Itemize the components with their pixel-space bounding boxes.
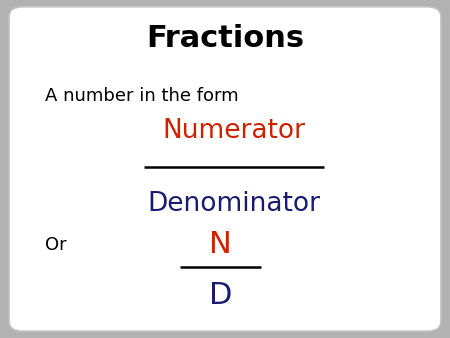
Text: Numerator: Numerator [162, 118, 306, 144]
Text: N: N [209, 230, 232, 259]
Text: Or: Or [45, 236, 67, 254]
Text: Denominator: Denominator [148, 191, 320, 217]
Text: D: D [209, 281, 232, 310]
Text: Fractions: Fractions [146, 24, 304, 53]
Text: A number in the form: A number in the form [45, 87, 239, 105]
